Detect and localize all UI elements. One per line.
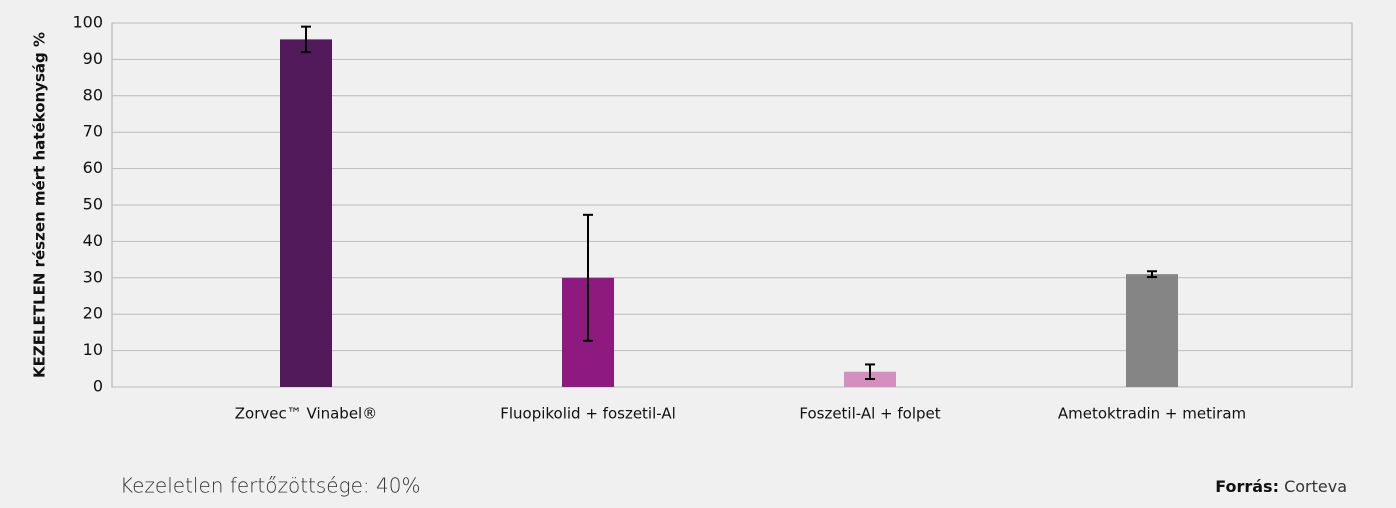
y-tick-label: 70 — [83, 122, 103, 141]
y-tick-label: 60 — [83, 158, 103, 177]
y-tick-label: 20 — [83, 304, 103, 323]
x-tick-label: Ametoktradin + metiram — [1058, 405, 1246, 423]
source-label: Forrás: — [1215, 477, 1279, 496]
x-tick-label: Zorvec™ Vinabel® — [235, 405, 377, 423]
source: Corteva — [1284, 477, 1347, 496]
y-tick-label: 30 — [83, 267, 103, 286]
error-bar — [865, 363, 875, 380]
error-bar — [1147, 270, 1157, 279]
y-tick-label: 80 — [83, 85, 103, 104]
y-tick-label: 90 — [83, 49, 103, 68]
y-axis-label: KEZELETLEN részen mért hatékonyság % — [31, 32, 49, 378]
x-tick-label: Foszetil-Al + folpet — [799, 405, 940, 423]
y-tick-label: 50 — [83, 195, 103, 214]
y-tick-label: 100 — [72, 13, 103, 32]
y-tick-label: 0 — [93, 377, 103, 396]
error-bar — [301, 25, 311, 54]
bar — [1126, 274, 1178, 387]
x-tick-label: Fluopikolid + foszetil-Al — [500, 405, 676, 423]
y-tick-label: 40 — [83, 231, 103, 250]
error-bar — [583, 213, 593, 342]
bar — [280, 39, 332, 387]
footer-source: Forrás: Corteva — [1215, 477, 1347, 496]
y-tick-label: 10 — [83, 340, 103, 359]
footer-note: Kezeletlen fertőzöttsége: 40% — [120, 474, 420, 498]
